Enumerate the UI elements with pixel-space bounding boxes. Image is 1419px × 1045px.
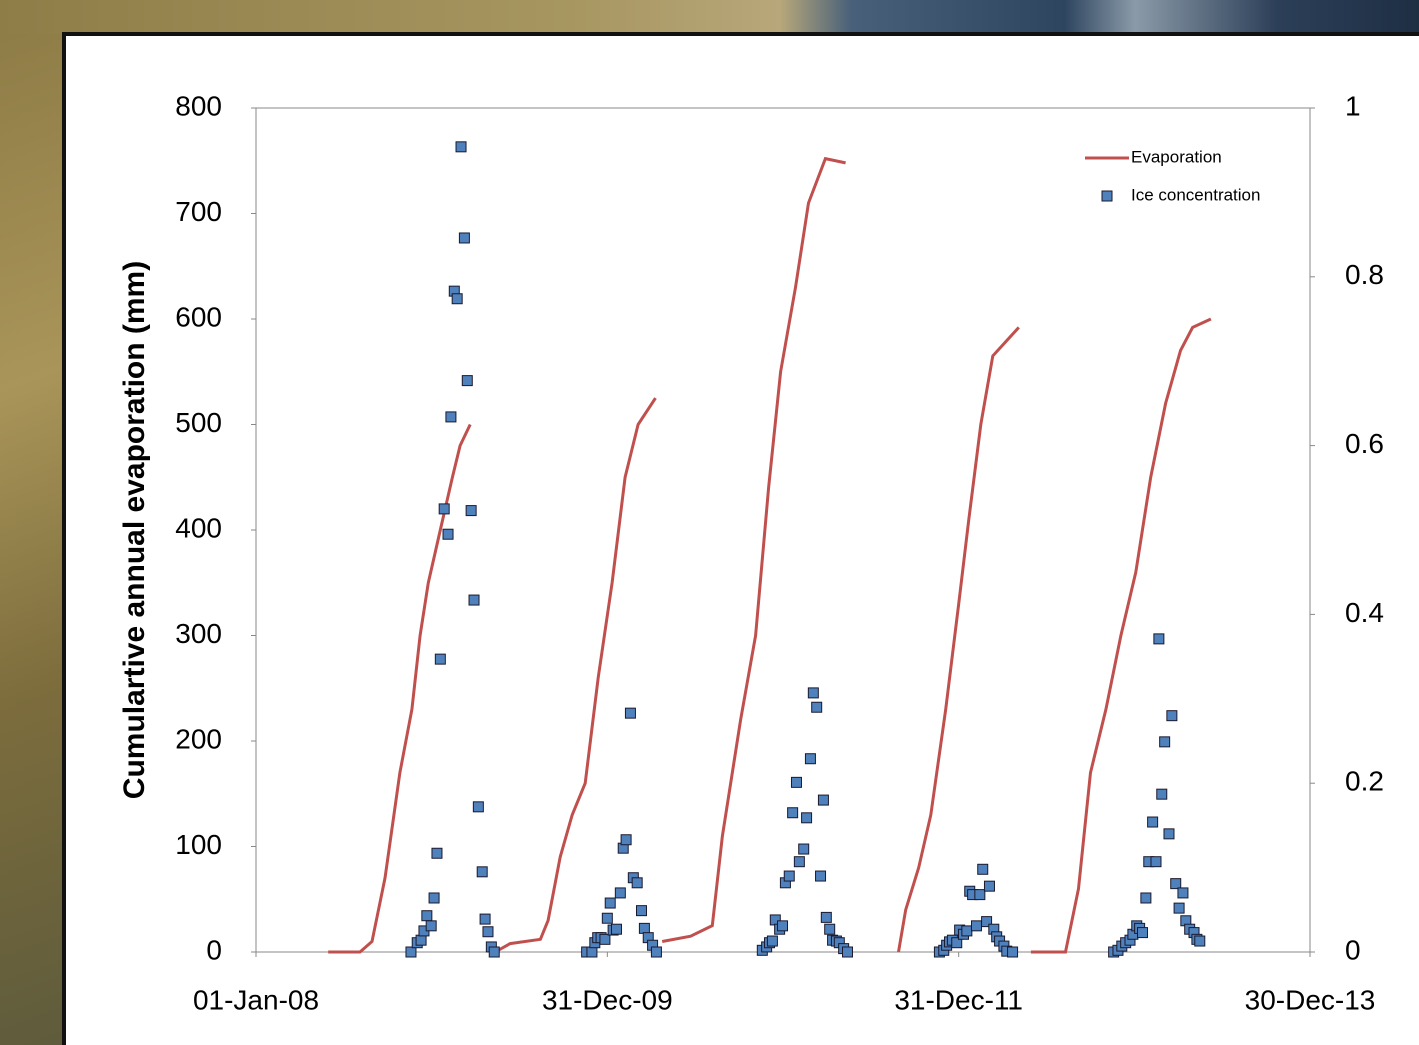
ice-marker	[483, 927, 493, 937]
y-tick-label: 100	[175, 829, 222, 860]
ice-marker	[816, 871, 826, 881]
y2-tick-label: 0	[1345, 934, 1361, 965]
ice-marker	[1008, 947, 1018, 957]
ice-marker	[984, 881, 994, 891]
x-tick-label: 31-Dec-09	[542, 984, 673, 1015]
y-tick-label: 700	[175, 196, 222, 227]
y-tick-label: 400	[175, 512, 222, 543]
ice-marker	[632, 878, 642, 888]
ice-marker	[788, 808, 798, 818]
y-tick-label: 0	[206, 934, 222, 965]
ice-marker	[1151, 857, 1161, 867]
ice-marker	[962, 926, 972, 936]
ice-marker	[473, 802, 483, 812]
evaporation-line	[328, 159, 1211, 952]
ice-marker	[477, 867, 487, 877]
ice-marker	[587, 947, 597, 957]
ice-marker	[625, 708, 635, 718]
y2-tick-label: 1	[1345, 90, 1361, 121]
ice-marker	[799, 844, 809, 854]
ice-marker	[808, 688, 818, 698]
page: Cumulartive annual evaporation (mm) 0100…	[0, 0, 1419, 1045]
ice-marker	[784, 871, 794, 881]
y-axis-label: Cumulartive annual evaporation (mm)	[118, 261, 151, 799]
ice-marker	[825, 924, 835, 934]
ice-marker	[637, 906, 647, 916]
ice-marker	[432, 848, 442, 858]
ice-marker	[480, 914, 490, 924]
ice-marker	[1160, 737, 1170, 747]
ice-marker	[462, 376, 472, 386]
ice-marker	[1195, 936, 1205, 946]
ice-marker	[639, 923, 649, 933]
ice-marker	[435, 654, 445, 664]
ice-marker	[452, 294, 462, 304]
ice-marker	[605, 898, 615, 908]
ice-marker	[406, 947, 416, 957]
ice-marker	[767, 936, 777, 946]
y2-tick-label: 0.4	[1345, 597, 1384, 628]
ice-marker	[794, 857, 804, 867]
ice-marker	[615, 888, 625, 898]
y-tick-label: 800	[175, 90, 222, 121]
ice-marker	[1174, 903, 1184, 913]
ice-marker	[842, 947, 852, 957]
ice-marker	[978, 864, 988, 874]
ice-marker	[1171, 879, 1181, 889]
ice-marker	[621, 835, 631, 845]
ice-marker	[1138, 928, 1148, 938]
legend-marker	[1102, 191, 1112, 201]
x-tick-label: 31-Dec-11	[894, 984, 1023, 1015]
y-tick-label: 600	[175, 301, 222, 332]
ice-marker	[778, 921, 788, 931]
ice-marker	[459, 233, 469, 243]
ice-marker	[422, 911, 432, 921]
ice-marker	[805, 754, 815, 764]
ice-marker	[426, 921, 436, 931]
ice-marker	[1167, 711, 1177, 721]
ice-marker	[611, 924, 621, 934]
ice-marker	[439, 504, 449, 514]
y2-tick-label: 0.6	[1345, 428, 1384, 459]
ice-marker	[812, 702, 822, 712]
ice-marker	[791, 777, 801, 787]
ice-marker	[446, 412, 456, 422]
ice-marker	[821, 912, 831, 922]
y-tick-label: 200	[175, 723, 222, 754]
ice-marker	[443, 529, 453, 539]
ice-marker	[651, 947, 661, 957]
legend-label: Evaporation	[1131, 147, 1222, 166]
ice-marker	[600, 934, 610, 944]
ice-marker	[818, 795, 828, 805]
ice-marker	[466, 506, 476, 516]
ice-marker	[1178, 888, 1188, 898]
y2-tick-label: 0.8	[1345, 259, 1384, 290]
ice-marker	[1148, 817, 1158, 827]
ice-marker	[456, 142, 466, 152]
y2-tick-label: 0.2	[1345, 766, 1384, 797]
ice-marker	[602, 913, 612, 923]
y-tick-label: 500	[175, 407, 222, 438]
y-tick-label: 300	[175, 618, 222, 649]
ice-marker	[802, 813, 812, 823]
ice-marker	[975, 890, 985, 900]
ice-marker	[429, 893, 439, 903]
ice-marker	[489, 947, 499, 957]
ice-marker	[469, 595, 479, 605]
x-tick-label: 30-Dec-13	[1245, 984, 1376, 1015]
chart: Cumulartive annual evaporation (mm) 0100…	[0, 0, 1419, 1045]
x-tick-label: 01-Jan-08	[193, 984, 319, 1015]
ice-marker	[1164, 829, 1174, 839]
ice-marker	[1157, 789, 1167, 799]
ice-marker	[416, 935, 426, 945]
ice-marker	[971, 921, 981, 931]
legend-label: Ice concentration	[1131, 185, 1260, 204]
ice-marker	[1141, 893, 1151, 903]
ice-marker	[1154, 634, 1164, 644]
